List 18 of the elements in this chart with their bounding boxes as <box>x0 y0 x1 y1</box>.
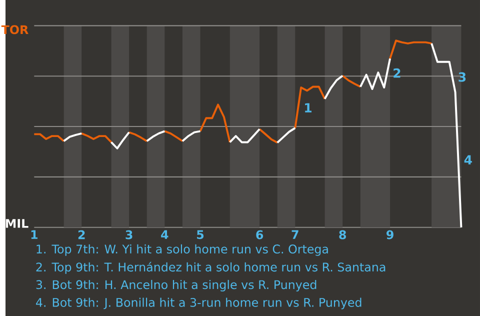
x-tick-label: 7 <box>292 230 298 239</box>
x-tick-label: 6 <box>256 230 264 240</box>
x-tick-label: 8 <box>339 230 346 240</box>
text: MIL <box>6 218 28 228</box>
x-tick-label: 4 <box>161 230 168 239</box>
annotation: 1 <box>305 103 312 112</box>
annotation: 2 <box>394 68 400 78</box>
text: 3. Bot 9th: H. Ancelno hit a single vs R. Punyed <box>36 280 316 292</box>
x-tick-label: 3 <box>126 230 132 240</box>
x-tick-label: 5 <box>197 230 204 239</box>
x-tick-label: 9 <box>386 230 394 240</box>
text: 2. Top 9th: T. Hernández hit a solo home run vs R. Santana <box>36 262 386 274</box>
text: 4 <box>464 155 472 164</box>
x-tick-label: 2 <box>78 230 85 239</box>
annotation: 3 <box>458 72 466 82</box>
text: 1. Top 7th: W. Yi hit a solo home run vs C. Ortega <box>36 244 328 256</box>
x-tick-label: 1 <box>31 230 38 239</box>
text: 4. Bot 9th: J. Bonilla hit a 3-run home run vs R. Punyed <box>36 298 362 310</box>
